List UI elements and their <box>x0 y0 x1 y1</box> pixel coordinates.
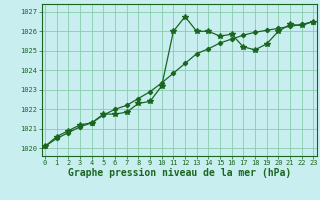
X-axis label: Graphe pression niveau de la mer (hPa): Graphe pression niveau de la mer (hPa) <box>68 168 291 178</box>
